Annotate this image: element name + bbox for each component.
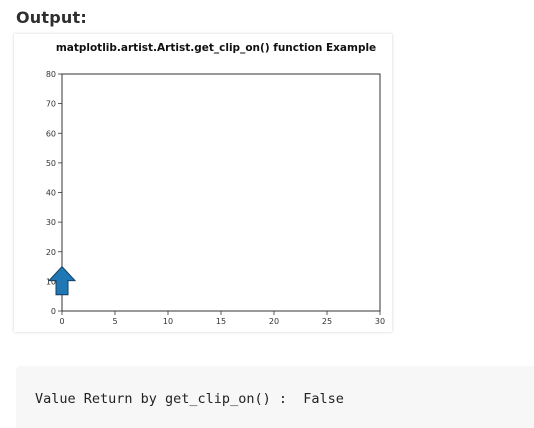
console-output-text: Value Return by get_clip_on() : False xyxy=(35,391,344,407)
up-arrow-icon xyxy=(47,265,77,296)
console-output-box: Value Return by get_clip_on() : False xyxy=(16,366,534,428)
y-tick-label: 0 xyxy=(51,307,56,316)
x-axis-ticks: 0 5 10 15 20 25 30 xyxy=(59,311,385,326)
y-axis-ticks: 0 10 20 30 40 50 60 70 80 xyxy=(46,70,62,316)
chart-title: matplotlib.artist.Artist.get_clip_on() f… xyxy=(56,42,376,54)
chart-svg: matplotlib.artist.Artist.get_clip_on() f… xyxy=(46,42,385,326)
y-tick-label: 70 xyxy=(46,100,56,109)
x-tick-label: 5 xyxy=(112,317,117,326)
y-tick-label: 40 xyxy=(46,189,56,198)
x-tick-label: 25 xyxy=(322,317,332,326)
y-tick-label: 80 xyxy=(46,70,56,79)
x-tick-label: 10 xyxy=(163,317,173,326)
y-tick-label: 10 xyxy=(46,277,56,286)
x-tick-label: 20 xyxy=(269,317,279,326)
output-heading: Output: xyxy=(16,8,87,27)
figure-canvas: matplotlib.artist.Artist.get_clip_on() f… xyxy=(14,34,392,332)
y-tick-label: 20 xyxy=(46,248,56,257)
plot-area-frame xyxy=(61,73,381,312)
y-tick-label: 30 xyxy=(46,218,56,227)
x-tick-label: 0 xyxy=(59,317,64,326)
y-tick-label: 60 xyxy=(46,129,56,138)
x-tick-label: 30 xyxy=(375,317,385,326)
annotations-layer xyxy=(47,265,77,296)
y-tick-label: 50 xyxy=(46,159,56,168)
x-tick-label: 15 xyxy=(216,317,226,326)
